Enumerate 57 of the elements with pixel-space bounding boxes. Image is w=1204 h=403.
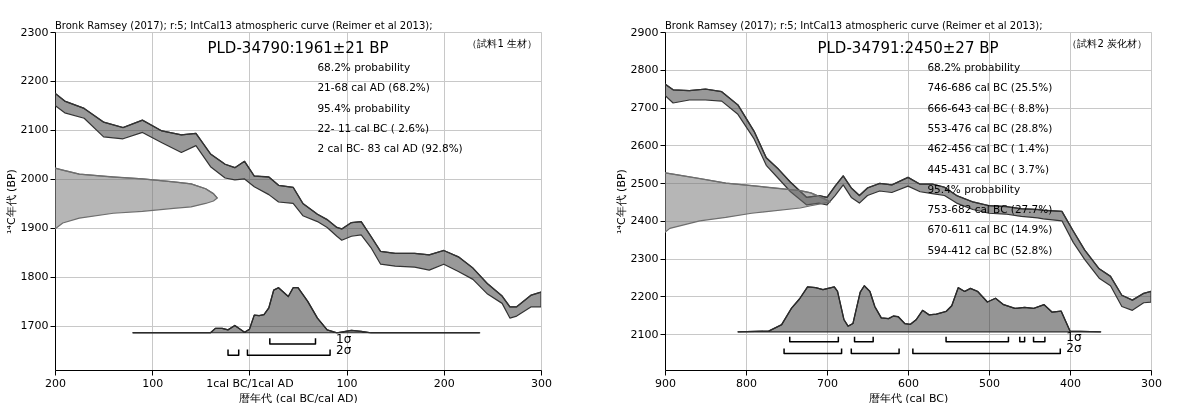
text: 2σ	[336, 343, 352, 358]
annotation: （試料2 炭化材）	[1067, 38, 1147, 49]
annotation: 68.2% probability	[927, 61, 1021, 73]
annotation: 2 cal BC- 83 cal AD (92.8%)	[317, 142, 463, 155]
x-tick-label: 800	[736, 376, 757, 390]
y-tick-label: 1700	[20, 319, 49, 333]
y-axis-title: ¹⁴C年代 (BP)	[4, 169, 18, 234]
y-tick-label: 2200	[630, 289, 659, 303]
text: 2σ	[1066, 341, 1082, 356]
y-tick-label: 2000	[20, 172, 49, 186]
annotation: 553-476 cal BC (28.8%)	[927, 121, 1053, 134]
y-tick-label: 2600	[630, 138, 659, 152]
annotation: 462-456 cal BC ( 1.4%)	[927, 142, 1050, 155]
annotation: （試料1 生材）	[467, 38, 537, 49]
y-tick-label: 2200	[20, 74, 49, 88]
y-tick-label: 1800	[20, 270, 49, 284]
annotation: 594-412 cal BC (52.8%)	[927, 243, 1053, 256]
y-tick-label: 2300	[630, 252, 659, 266]
x-tick-label: 900	[655, 376, 676, 390]
annotation: 746-686 cal BC (25.5%)	[927, 81, 1053, 94]
y-tick-label: 2700	[630, 101, 659, 115]
text: Bronk Ramsey (2017); r:5; IntCal13 atmospheric curve (Reimer et al 2013);	[55, 20, 433, 31]
x-tick-label: 400	[1060, 376, 1081, 390]
y-tick-label: 2900	[630, 25, 659, 39]
x-tick-label: 200	[45, 376, 66, 390]
x-tick-label: 500	[979, 376, 1000, 390]
x-tick-label: 200	[433, 376, 455, 390]
annotation: 666-643 cal BC ( 8.8%)	[927, 101, 1050, 114]
x-tick-label: 300	[1141, 376, 1162, 390]
annotation: 68.2% probability	[317, 61, 411, 73]
line-series	[55, 167, 218, 199]
y-tick-label: 2500	[630, 176, 659, 190]
annotation: 670-611 cal BC (14.9%)	[927, 223, 1053, 236]
x-tick-label: 100	[336, 376, 358, 390]
y-tick-label: 2100	[20, 123, 49, 137]
x-tick-label: 300	[531, 376, 552, 390]
text: Bronk Ramsey (2017); r:5; IntCal13 atmospheric curve (Reimer et al 2013);	[665, 20, 1043, 31]
annotation: 21-68 cal AD (68.2%)	[317, 81, 430, 94]
annotation: 22- 11 cal BC ( 2.6%)	[317, 121, 429, 134]
y-tick-label: 2400	[630, 214, 659, 228]
line-series	[665, 172, 831, 203]
text: 1σ	[1066, 329, 1082, 344]
x-tick-label: 600	[898, 376, 919, 390]
x-axis-title: 暦年代 (cal BC/cal AD)	[239, 391, 358, 403]
x-axis-title: 暦年代 (cal BC)	[868, 391, 949, 403]
y-tick-label: 2100	[630, 327, 659, 341]
annotation: 445-431 cal BC ( 3.7%)	[927, 162, 1050, 175]
x-tick-label: 1cal BC/1cal AD	[206, 376, 294, 390]
x-tick-label: 700	[817, 376, 838, 390]
text: PLD-34790:1961±21 BP	[207, 39, 389, 57]
text: PLD-34791:2450±27 BP	[817, 39, 999, 57]
x-tick-label: 100	[142, 376, 164, 390]
y-axis-title: ¹⁴C年代 (BP)	[614, 169, 628, 234]
y-tick-label: 1900	[20, 221, 49, 235]
y-tick-label: 2800	[630, 63, 659, 77]
annotation: 95.4% probability	[317, 101, 411, 114]
y-tick-label: 2300	[20, 25, 49, 39]
